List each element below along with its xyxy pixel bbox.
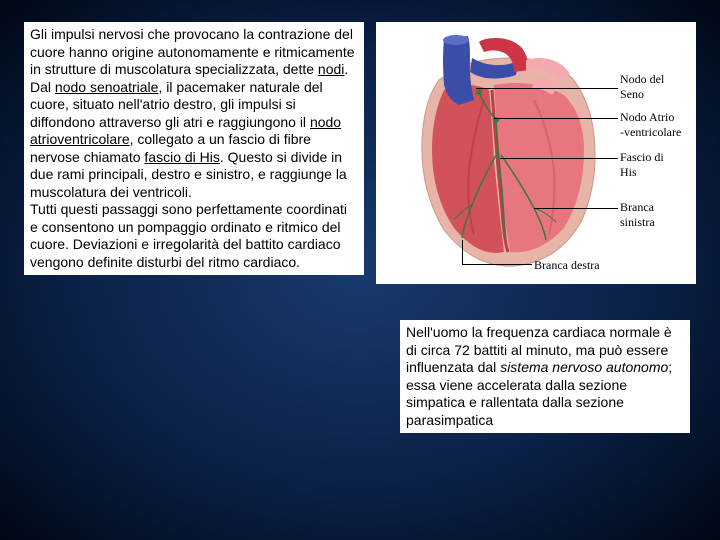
label-nodo-av: Nodo Atrio -ventricolare bbox=[620, 110, 681, 140]
text: . bbox=[344, 61, 348, 77]
label-text: Fascio di bbox=[620, 150, 664, 165]
heart-illustration bbox=[384, 30, 614, 276]
text: Tutti questi passaggi sono perfettamente… bbox=[30, 201, 347, 270]
label-text: -ventricolare bbox=[620, 125, 681, 140]
text: Dal bbox=[30, 79, 55, 95]
leader-line bbox=[500, 158, 618, 159]
text: Gli impulsi nervosi che provocano la con… bbox=[30, 26, 355, 77]
leader-line bbox=[534, 208, 618, 209]
leader-line bbox=[494, 118, 618, 119]
main-text-block: Gli impulsi nervosi che provocano la con… bbox=[24, 22, 364, 275]
label-nodo-seno: Nodo del Seno bbox=[620, 72, 664, 102]
heart-diagram: Nodo del Seno Nodo Atrio -ventricolare F… bbox=[376, 22, 696, 284]
label-text: Seno bbox=[620, 87, 664, 102]
label-text: sinistra bbox=[620, 215, 655, 230]
label-branca-sinistra: Branca sinistra bbox=[620, 200, 655, 230]
leader-line bbox=[462, 264, 532, 265]
term-sistema-nervoso-autonomo: sistema nervoso autonomo bbox=[500, 359, 668, 375]
leader-line bbox=[476, 88, 618, 89]
term-nodo-senoatriale: nodo senoatriale bbox=[55, 79, 159, 95]
label-text: Branca bbox=[620, 200, 655, 215]
secondary-text-block: Nell'uomo la frequenza cardiaca normale … bbox=[400, 320, 690, 433]
label-text: Nodo Atrio bbox=[620, 110, 681, 125]
label-text: Nodo del bbox=[620, 72, 664, 87]
leader-line bbox=[462, 240, 463, 264]
label-text: His bbox=[620, 165, 664, 180]
label-branca-destra: Branca destra bbox=[534, 258, 600, 273]
label-fascio-his: Fascio di His bbox=[620, 150, 664, 180]
term-fascio-his: fascio di His bbox=[144, 149, 219, 165]
term-nodi: nodi bbox=[318, 61, 344, 77]
